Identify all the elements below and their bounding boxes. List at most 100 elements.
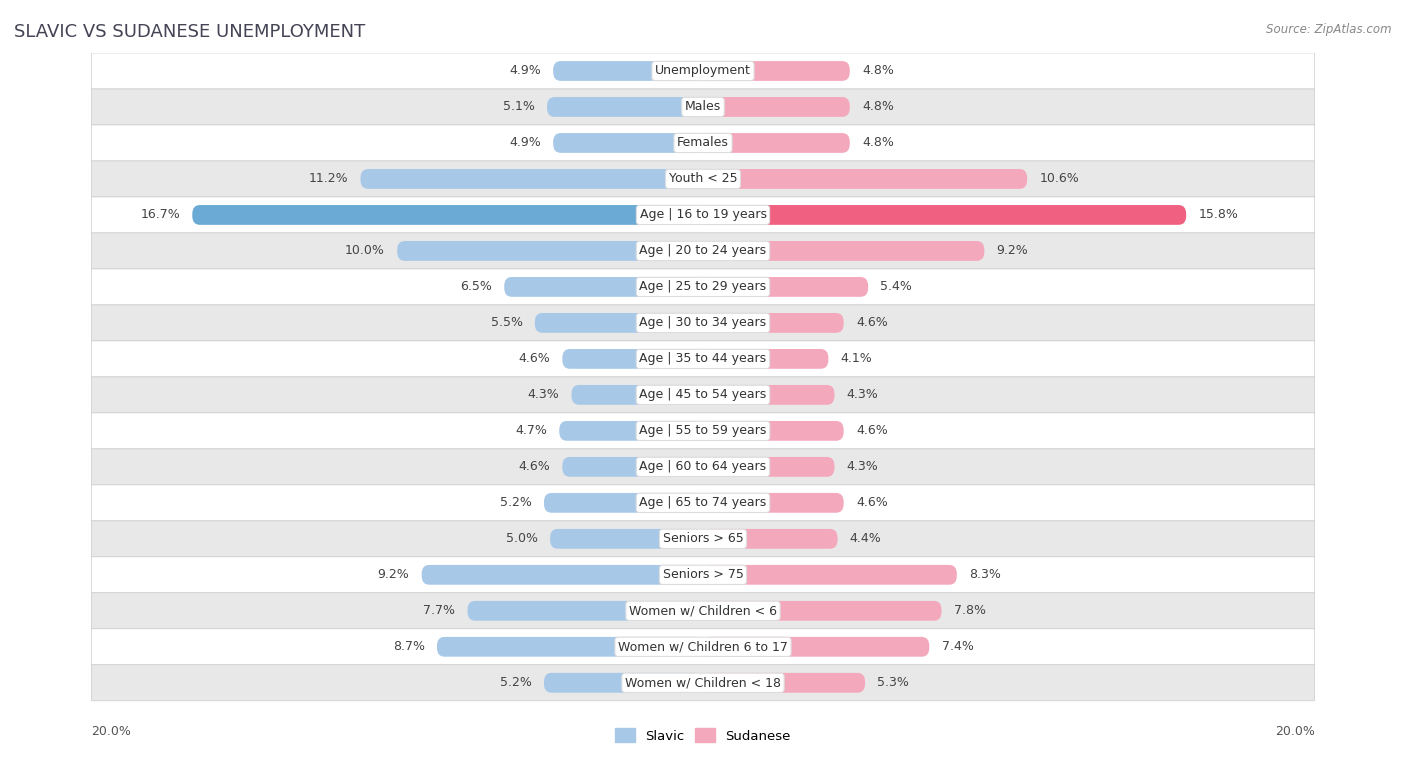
Text: SLAVIC VS SUDANESE UNEMPLOYMENT: SLAVIC VS SUDANESE UNEMPLOYMENT <box>14 23 366 41</box>
FancyBboxPatch shape <box>553 133 703 153</box>
Text: 7.8%: 7.8% <box>953 604 986 617</box>
Text: 5.2%: 5.2% <box>501 676 531 690</box>
FancyBboxPatch shape <box>468 601 703 621</box>
FancyBboxPatch shape <box>437 637 703 657</box>
Text: 7.7%: 7.7% <box>423 604 456 617</box>
FancyBboxPatch shape <box>91 484 1315 521</box>
FancyBboxPatch shape <box>91 125 1315 161</box>
Text: 4.8%: 4.8% <box>862 101 894 114</box>
Text: Age | 45 to 54 years: Age | 45 to 54 years <box>640 388 766 401</box>
FancyBboxPatch shape <box>505 277 703 297</box>
Text: 4.6%: 4.6% <box>519 353 550 366</box>
Text: 8.7%: 8.7% <box>392 640 425 653</box>
FancyBboxPatch shape <box>703 349 828 369</box>
Text: Age | 35 to 44 years: Age | 35 to 44 years <box>640 353 766 366</box>
Text: 4.6%: 4.6% <box>856 316 887 329</box>
FancyBboxPatch shape <box>703 529 838 549</box>
Text: 5.5%: 5.5% <box>491 316 523 329</box>
Text: 4.6%: 4.6% <box>856 425 887 438</box>
FancyBboxPatch shape <box>703 97 849 117</box>
Text: Youth < 25: Youth < 25 <box>669 173 737 185</box>
FancyBboxPatch shape <box>703 61 849 81</box>
Text: 20.0%: 20.0% <box>1275 725 1315 738</box>
Text: 6.5%: 6.5% <box>460 280 492 294</box>
FancyBboxPatch shape <box>91 449 1315 484</box>
FancyBboxPatch shape <box>553 61 703 81</box>
FancyBboxPatch shape <box>703 277 868 297</box>
Text: 4.1%: 4.1% <box>841 353 872 366</box>
FancyBboxPatch shape <box>91 377 1315 413</box>
Text: 4.3%: 4.3% <box>846 388 879 401</box>
FancyBboxPatch shape <box>562 349 703 369</box>
Text: 16.7%: 16.7% <box>141 208 180 222</box>
FancyBboxPatch shape <box>703 241 984 261</box>
Text: Age | 65 to 74 years: Age | 65 to 74 years <box>640 497 766 509</box>
Text: 4.7%: 4.7% <box>515 425 547 438</box>
FancyBboxPatch shape <box>547 97 703 117</box>
FancyBboxPatch shape <box>91 269 1315 305</box>
Text: Women w/ Children 6 to 17: Women w/ Children 6 to 17 <box>619 640 787 653</box>
FancyBboxPatch shape <box>703 565 957 584</box>
Text: 4.9%: 4.9% <box>509 136 541 149</box>
FancyBboxPatch shape <box>91 89 1315 125</box>
FancyBboxPatch shape <box>703 421 844 441</box>
FancyBboxPatch shape <box>544 493 703 512</box>
Text: 9.2%: 9.2% <box>997 245 1028 257</box>
FancyBboxPatch shape <box>91 629 1315 665</box>
FancyBboxPatch shape <box>534 313 703 333</box>
FancyBboxPatch shape <box>703 457 835 477</box>
Text: 10.0%: 10.0% <box>344 245 385 257</box>
Legend: Slavic, Sudanese: Slavic, Sudanese <box>610 723 796 748</box>
FancyBboxPatch shape <box>703 133 849 153</box>
Text: 10.6%: 10.6% <box>1039 173 1080 185</box>
Text: Age | 16 to 19 years: Age | 16 to 19 years <box>640 208 766 222</box>
Text: 5.4%: 5.4% <box>880 280 912 294</box>
Text: 20.0%: 20.0% <box>91 725 131 738</box>
FancyBboxPatch shape <box>91 233 1315 269</box>
FancyBboxPatch shape <box>703 385 835 405</box>
FancyBboxPatch shape <box>544 673 703 693</box>
FancyBboxPatch shape <box>91 593 1315 629</box>
Text: Source: ZipAtlas.com: Source: ZipAtlas.com <box>1267 23 1392 36</box>
FancyBboxPatch shape <box>91 161 1315 197</box>
FancyBboxPatch shape <box>360 169 703 188</box>
FancyBboxPatch shape <box>91 197 1315 233</box>
FancyBboxPatch shape <box>703 169 1028 188</box>
FancyBboxPatch shape <box>550 529 703 549</box>
FancyBboxPatch shape <box>91 305 1315 341</box>
Text: 11.2%: 11.2% <box>309 173 349 185</box>
FancyBboxPatch shape <box>398 241 703 261</box>
Text: 4.6%: 4.6% <box>856 497 887 509</box>
Text: 5.2%: 5.2% <box>501 497 531 509</box>
Text: 4.3%: 4.3% <box>846 460 879 473</box>
Text: 5.1%: 5.1% <box>503 101 534 114</box>
Text: 9.2%: 9.2% <box>378 569 409 581</box>
FancyBboxPatch shape <box>422 565 703 584</box>
Text: Seniors > 75: Seniors > 75 <box>662 569 744 581</box>
Text: Age | 25 to 29 years: Age | 25 to 29 years <box>640 280 766 294</box>
Text: 5.0%: 5.0% <box>506 532 538 545</box>
FancyBboxPatch shape <box>571 385 703 405</box>
Text: Women w/ Children < 18: Women w/ Children < 18 <box>626 676 780 690</box>
Text: 5.3%: 5.3% <box>877 676 910 690</box>
FancyBboxPatch shape <box>703 673 865 693</box>
FancyBboxPatch shape <box>91 413 1315 449</box>
Text: Age | 55 to 59 years: Age | 55 to 59 years <box>640 425 766 438</box>
Text: Males: Males <box>685 101 721 114</box>
FancyBboxPatch shape <box>703 205 1187 225</box>
Text: 4.8%: 4.8% <box>862 64 894 77</box>
Text: Unemployment: Unemployment <box>655 64 751 77</box>
FancyBboxPatch shape <box>562 457 703 477</box>
FancyBboxPatch shape <box>91 341 1315 377</box>
Text: Women w/ Children < 6: Women w/ Children < 6 <box>628 604 778 617</box>
FancyBboxPatch shape <box>703 313 844 333</box>
Text: 15.8%: 15.8% <box>1198 208 1239 222</box>
FancyBboxPatch shape <box>193 205 703 225</box>
FancyBboxPatch shape <box>703 601 942 621</box>
FancyBboxPatch shape <box>560 421 703 441</box>
Text: 8.3%: 8.3% <box>969 569 1001 581</box>
Text: 4.3%: 4.3% <box>527 388 560 401</box>
Text: Age | 60 to 64 years: Age | 60 to 64 years <box>640 460 766 473</box>
Text: Seniors > 65: Seniors > 65 <box>662 532 744 545</box>
Text: 4.4%: 4.4% <box>849 532 882 545</box>
